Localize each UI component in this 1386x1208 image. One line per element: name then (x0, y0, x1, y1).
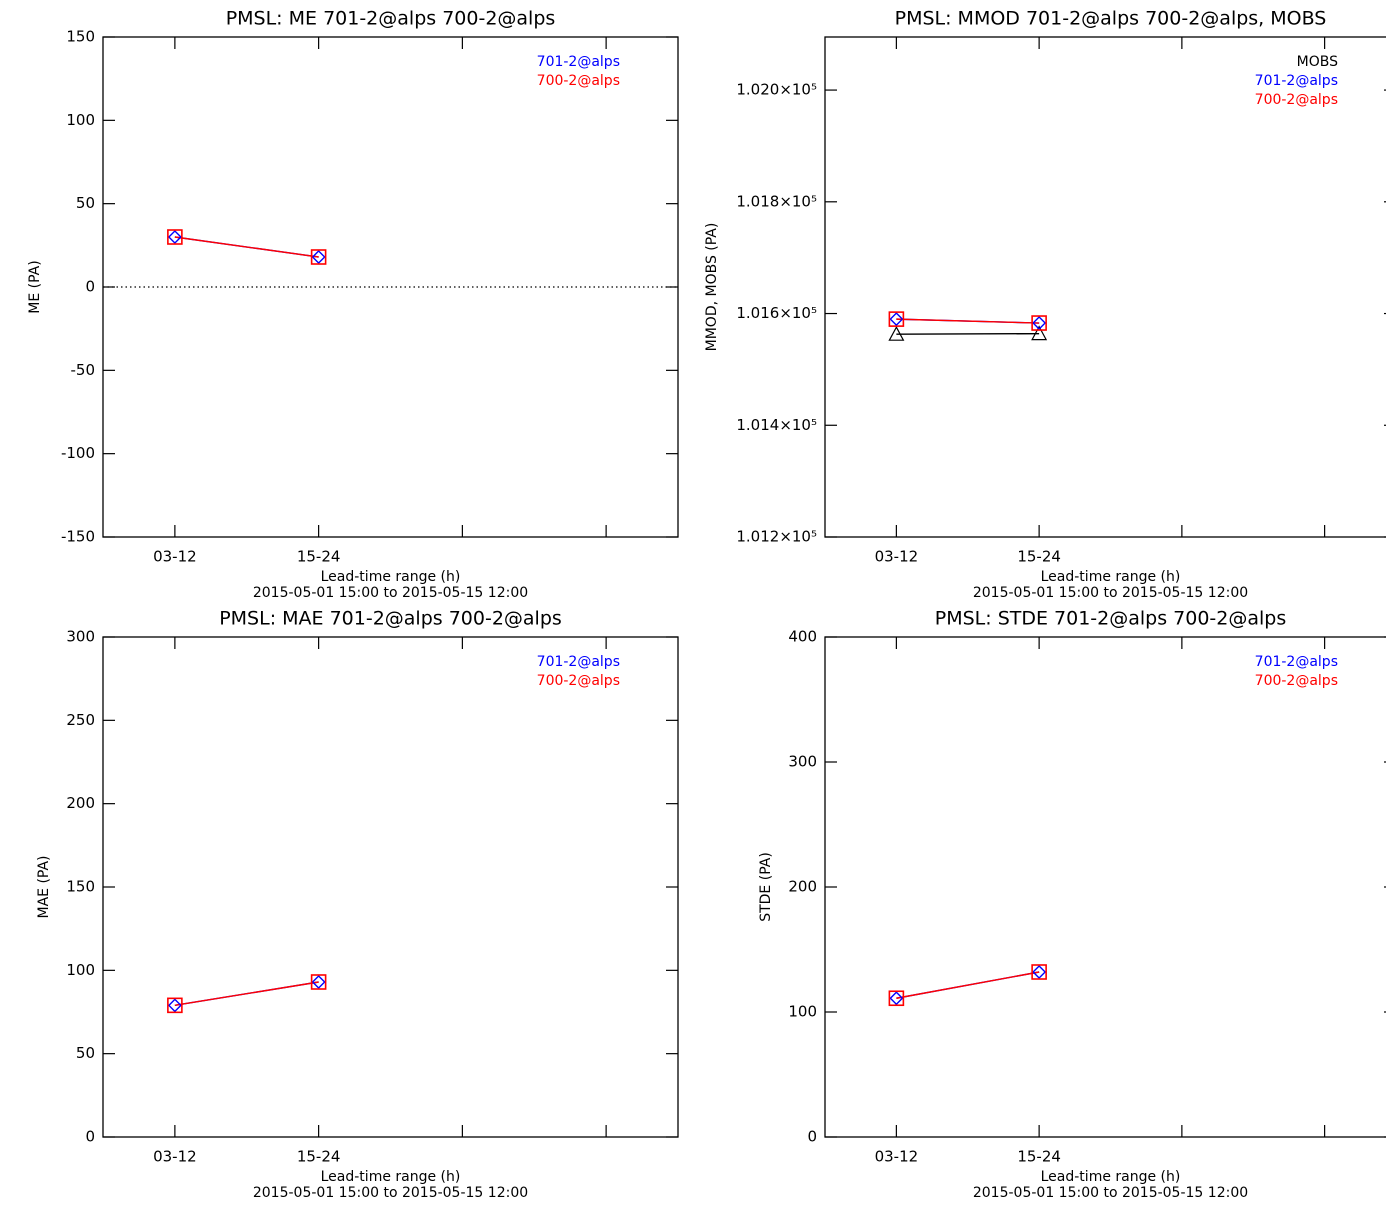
y-tick-label: 50 (76, 1044, 95, 1062)
marker-square (310, 974, 327, 990)
x-tick-label: 03-12 (875, 548, 919, 566)
marker-diamond (1032, 965, 1047, 979)
marker-diamond (889, 991, 904, 1006)
y-tick-label: 100 (66, 111, 95, 129)
y-tick-label: 400 (788, 628, 817, 646)
x-tick-label: 15-24 (297, 1148, 341, 1166)
marker-square (888, 311, 905, 327)
legend-entry: 701-2@alps (1255, 654, 1338, 670)
y-tick-label: 50 (76, 194, 95, 212)
y-axis-label: ME (PA) (27, 260, 43, 313)
y-axis-label: MAE (PA) (36, 856, 52, 919)
y-tick-label: 0 (85, 278, 95, 296)
legend-entry: 700-2@alps (537, 673, 620, 689)
marker-diamond (889, 312, 904, 327)
subtitle: 2015-05-01 15:00 to 2015-05-15 12:00 (253, 585, 528, 601)
y-axis-label: STDE (PA) (758, 852, 774, 922)
x-axis-label: Lead-time range (h) (321, 569, 461, 585)
marker-square (888, 990, 905, 1007)
marker-diamond (167, 230, 182, 244)
legend-entry: 700-2@alps (1255, 673, 1338, 689)
y-tick-label: 250 (66, 711, 95, 729)
subtitle: 2015-05-01 15:00 to 2015-05-15 12:00 (253, 1185, 528, 1201)
legend-entry: 700-2@alps (537, 73, 620, 89)
y-tick-label: 1.020×10⁵ (736, 81, 817, 99)
y-tick-label: 0 (807, 1128, 817, 1146)
subtitle: 2015-05-01 15:00 to 2015-05-15 12:00 (973, 585, 1248, 601)
plot-frame (824, 636, 1386, 1138)
y-tick-label: 200 (66, 794, 95, 812)
panel-title: PMSL: ME 701-2@alps 700-2@alps (226, 8, 556, 30)
marker-diamond (1032, 316, 1047, 331)
marker-diamond (311, 250, 326, 264)
panel-title: PMSL: MAE 701-2@alps 700-2@alps (219, 608, 562, 630)
marker-diamond (167, 998, 182, 1013)
series-line (896, 332, 1040, 335)
panel-title: PMSL: MMOD 701-2@alps 700-2@alps, MOBS (895, 8, 1327, 30)
y-tick-label: 200 (788, 878, 817, 896)
series-line (896, 318, 1040, 324)
marker-square (1031, 315, 1047, 331)
x-tick-label: 03-12 (153, 548, 197, 566)
subtitle: 2015-05-01 15:00 to 2015-05-15 12:00 (973, 1185, 1248, 1201)
x-tick-label: 03-12 (875, 1148, 919, 1166)
y-tick-label: -50 (71, 361, 96, 379)
series-line (896, 971, 1040, 999)
legend-entry: 701-2@alps (537, 54, 620, 70)
panel-title: PMSL: STDE 701-2@alps 700-2@alps (935, 608, 1287, 630)
x-tick-label: 15-24 (297, 548, 341, 566)
x-axis-label: Lead-time range (h) (1041, 569, 1181, 585)
x-axis-label: Lead-time range (h) (1041, 1169, 1181, 1185)
y-tick-label: 1.018×10⁵ (736, 192, 817, 210)
y-tick-label: 300 (788, 753, 817, 771)
legend-entry: 701-2@alps (537, 654, 620, 670)
marker-square (1031, 964, 1047, 980)
x-axis-label: Lead-time range (h) (321, 1169, 461, 1185)
x-tick-label: 15-24 (1017, 1148, 1061, 1166)
x-tick-label: 03-12 (153, 1148, 197, 1166)
y-tick-label: 100 (66, 961, 95, 979)
y-tick-label: 150 (66, 28, 95, 46)
plot-frame (824, 36, 1386, 538)
marker-diamond (311, 975, 326, 989)
marker-triangle (888, 325, 905, 341)
series-line (174, 236, 319, 258)
y-tick-label: 1.016×10⁵ (736, 304, 817, 322)
y-tick-label: 0 (85, 1128, 95, 1146)
y-tick-label: -100 (61, 444, 95, 462)
y-axis-label: MMOD, MOBS (PA) (704, 223, 720, 352)
plot-frame (102, 636, 679, 1138)
y-tick-label: -150 (61, 528, 95, 546)
y-tick-label: 1.012×10⁵ (736, 528, 817, 546)
y-tick-label: 150 (66, 878, 95, 896)
marker-square (167, 229, 183, 245)
marker-square (310, 249, 327, 265)
y-tick-label: 100 (788, 1003, 817, 1021)
series-line (174, 981, 319, 1007)
marker-square (167, 997, 183, 1014)
y-tick-label: 300 (66, 628, 95, 646)
marker-triangle (1031, 325, 1048, 341)
x-tick-label: 15-24 (1017, 548, 1061, 566)
legend-entry: 701-2@alps (1255, 73, 1338, 89)
legend-entry: 700-2@alps (1255, 92, 1338, 108)
y-tick-label: 1.014×10⁵ (736, 416, 817, 434)
legend-entry: MOBS (1297, 54, 1338, 70)
